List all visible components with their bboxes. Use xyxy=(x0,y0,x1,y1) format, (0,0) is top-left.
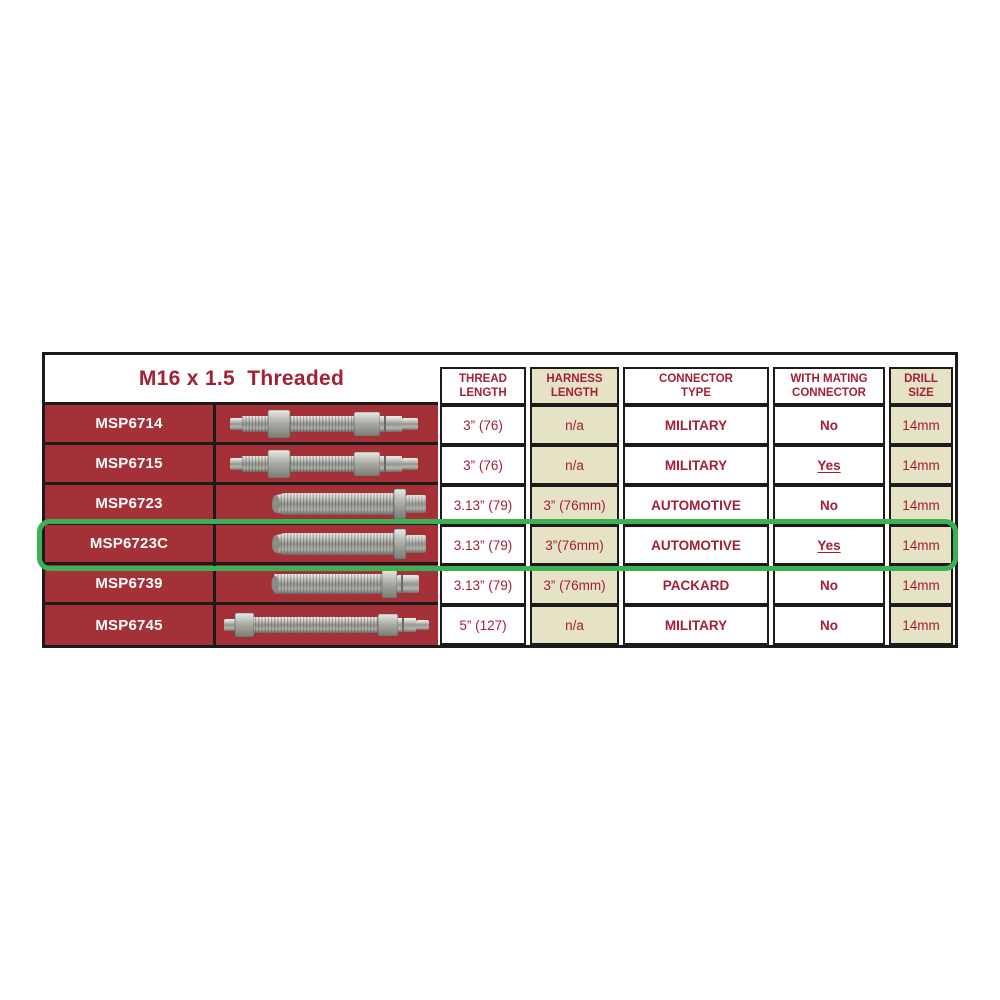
harness-length-value: n/a xyxy=(530,605,619,645)
product-spec-table: M16 x 1.5 Threaded THREAD LENGTH HARNESS… xyxy=(42,352,958,648)
connector-type-value: MILITARY xyxy=(623,445,769,485)
table-title: M16 x 1.5 Threaded xyxy=(45,355,438,405)
harness-length-value: n/a xyxy=(530,405,619,445)
drill-size-value: 14mm xyxy=(889,405,953,445)
thread-length-value: 3” (76) xyxy=(440,445,526,485)
part-number: MSP6714 xyxy=(45,405,216,445)
header-line: LENGTH xyxy=(459,387,507,399)
with-mating-connector-value: No xyxy=(773,605,885,645)
product-image-msp6745 xyxy=(224,612,429,638)
header-line: DRILL xyxy=(904,372,938,385)
header-line: CONNECTOR xyxy=(792,387,866,399)
harness-length-value: 3” (76mm) xyxy=(530,485,619,525)
column-header-thread-length: THREAD LENGTH xyxy=(438,355,528,405)
thread-length-value: 3.13” (79) xyxy=(440,525,526,565)
header-line: HARNESS xyxy=(546,372,603,385)
harness-length-value: 3”(76mm) xyxy=(530,525,619,565)
product-image-msp6739 xyxy=(271,569,419,598)
harness-length-value: n/a xyxy=(530,445,619,485)
product-photo-cell xyxy=(216,565,438,605)
product-image-msp6714 xyxy=(230,409,418,438)
product-photo-cell xyxy=(216,445,438,485)
part-number-highlighted: MSP6723C xyxy=(45,525,216,565)
product-photo-cell xyxy=(216,605,438,645)
product-photo-cell xyxy=(216,485,438,525)
part-number: MSP6723 xyxy=(45,485,216,525)
column-header-harness-length: HARNESS LENGTH xyxy=(528,355,621,405)
column-header-with-mating-connector: WITH MATING CONNECTOR xyxy=(771,355,887,405)
connector-type-value: AUTOMOTIVE xyxy=(623,485,769,525)
part-number: MSP6745 xyxy=(45,605,216,645)
product-photo-cell xyxy=(216,525,438,565)
product-photo-cell xyxy=(216,405,438,445)
column-header-connector-type: CONNECTOR TYPE xyxy=(621,355,771,405)
product-image-msp6723 xyxy=(272,488,426,519)
harness-length-value: 3” (76mm) xyxy=(530,565,619,605)
thread-length-value: 3.13” (79) xyxy=(440,565,526,605)
with-mating-connector-value: No xyxy=(773,485,885,525)
drill-size-value: 14mm xyxy=(889,525,953,565)
product-image-msp6723c xyxy=(272,528,426,559)
thread-length-value: 5” (127) xyxy=(440,605,526,645)
with-mating-connector-value: No xyxy=(773,565,885,605)
column-header-drill-size: DRILL SIZE xyxy=(887,355,955,405)
header-line: LENGTH xyxy=(550,387,599,399)
with-mating-connector-value: Yes xyxy=(773,525,885,565)
drill-size-value: 14mm xyxy=(889,485,953,525)
thread-length-value: 3” (76) xyxy=(440,405,526,445)
connector-type-value: MILITARY xyxy=(623,605,769,645)
part-number: MSP6739 xyxy=(45,565,216,605)
header-line: THREAD xyxy=(459,372,507,385)
connector-type-value: MILITARY xyxy=(623,405,769,445)
connector-type-value: AUTOMOTIVE xyxy=(623,525,769,565)
part-number: MSP6715 xyxy=(45,445,216,485)
with-mating-connector-value: Yes xyxy=(773,445,885,485)
header-line: SIZE xyxy=(908,387,934,399)
header-line: CONNECTOR xyxy=(659,372,733,385)
header-line: TYPE xyxy=(680,387,712,399)
thread-length-value: 3.13” (79) xyxy=(440,485,526,525)
connector-type-value: PACKARD xyxy=(623,565,769,605)
with-mating-connector-value: No xyxy=(773,405,885,445)
drill-size-value: 14mm xyxy=(889,445,953,485)
header-line: WITH MATING xyxy=(790,372,868,385)
drill-size-value: 14mm xyxy=(889,605,953,645)
drill-size-value: 14mm xyxy=(889,565,953,605)
product-image-msp6715 xyxy=(230,449,418,478)
